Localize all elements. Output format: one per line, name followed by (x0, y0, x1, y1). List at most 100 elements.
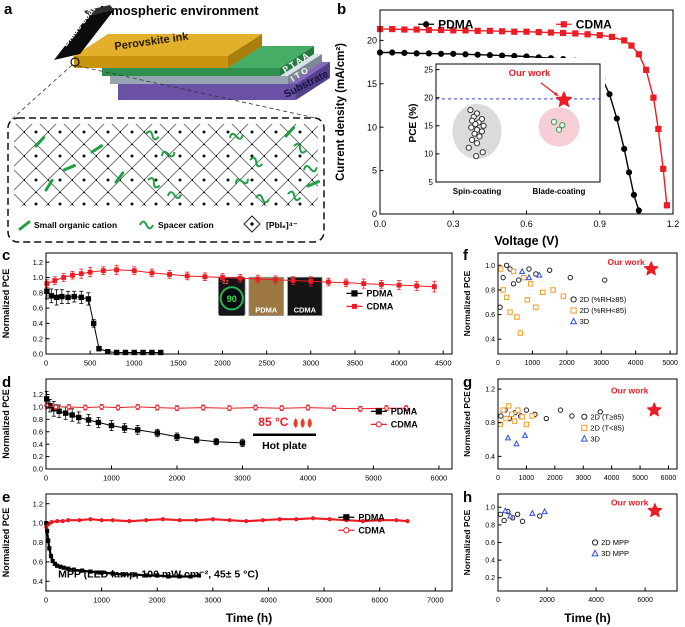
panel-h-mpp-comparison-chart: 0 2000 4000 6000 0.2 0.4 0.6 0.8 1.0 Our work 2D M… (462, 490, 685, 627)
svg-text:5000: 5000 (365, 474, 382, 483)
svg-text:2D (%RH≥85): 2D (%RH≥85) (580, 295, 627, 304)
svg-text:4000: 4000 (391, 359, 408, 368)
pbi6-octahedron-icon (243, 215, 261, 233)
svg-text:0: 0 (496, 475, 500, 482)
svg-text:1000: 1000 (93, 596, 110, 605)
svg-text:20: 20 (424, 94, 433, 103)
svg-text:0: 0 (44, 359, 48, 368)
svg-text:85 °C: 85 °C (258, 415, 288, 429)
svg-text:Normalized PCE: Normalized PCE (462, 509, 472, 575)
series-blade-coating (550, 118, 566, 133)
series-2D-T-85- (498, 407, 603, 422)
svg-text:0.4: 0.4 (33, 577, 43, 586)
panel-label-g: g (463, 374, 473, 391)
svg-text:0.6: 0.6 (520, 219, 533, 229)
svg-text:Our work: Our work (607, 257, 645, 267)
svg-text:1.0: 1.0 (33, 403, 43, 412)
svg-text:Current density (mA/cm²): Current density (mA/cm²) (335, 43, 347, 181)
svg-text:3000: 3000 (302, 359, 319, 368)
panel-label-a: a (4, 1, 13, 18)
svg-text:1.2: 1.2 (33, 390, 43, 399)
svg-text:2000: 2000 (169, 474, 186, 483)
svg-text:Normalized PCE: Normalized PCE (462, 270, 472, 336)
svg-text:1.0: 1.0 (485, 505, 495, 512)
panel-b-pce-comparison-inset: Spin-coating Blade-coating 5 10 15 20 25 Our wo… (408, 58, 605, 206)
svg-text:Spin-coating: Spin-coating (453, 187, 502, 196)
series-2D-RH-85- (498, 266, 567, 336)
svg-text:2000: 2000 (547, 475, 563, 482)
svg-text:0.6: 0.6 (33, 427, 43, 436)
svg-text:4000: 4000 (628, 360, 644, 367)
svg-text:0.2: 0.2 (33, 334, 43, 343)
panel-label-d: d (2, 374, 12, 391)
svg-text:1000: 1000 (126, 359, 143, 368)
pbi6-lattice (14, 124, 318, 206)
svg-text:1.0: 1.0 (33, 273, 43, 282)
svg-text:0.4: 0.4 (485, 454, 495, 461)
svg-text:PDMA: PDMA (438, 17, 474, 31)
series-Our-work (643, 261, 659, 276)
svg-text:Normalized PCE: Normalized PCE (462, 391, 472, 457)
pbi6-center-dot (250, 222, 254, 226)
svg-text:500: 500 (84, 359, 97, 368)
svg-text:5000: 5000 (632, 475, 648, 482)
svg-text:0.6: 0.6 (33, 558, 43, 567)
atmospheric-environment-title: Atmospheric environment (97, 3, 259, 18)
svg-text:20: 20 (367, 36, 377, 46)
svg-text:0: 0 (44, 596, 48, 605)
crystal-structure-inset: Small organic cation Spacer cation [PbI₆… (7, 117, 325, 243)
svg-text:2000: 2000 (149, 596, 166, 605)
svg-text:2D (%RH<85): 2D (%RH<85) (580, 306, 627, 315)
panel-a-schematic: Atmospheric environment Substrate I T O … (7, 0, 331, 243)
svg-text:6000: 6000 (661, 475, 677, 482)
svg-text:0.8: 0.8 (485, 420, 495, 427)
svg-text:0.0: 0.0 (33, 350, 43, 359)
svg-text:3500: 3500 (347, 359, 364, 368)
svg-text:3D MPP: 3D MPP (601, 549, 629, 558)
svg-text:3000: 3000 (575, 475, 591, 482)
svg-text:0.8: 0.8 (485, 522, 495, 529)
svg-text:Normalized PCE: Normalized PCE (1, 508, 11, 578)
svg-text:MPP (LED lamp, 100 mW cm⁻², 4: MPP (LED lamp, 100 mW cm⁻², 45± 5 °C) (58, 568, 258, 580)
svg-text:6000: 6000 (371, 596, 388, 605)
svg-text:Voltage (V): Voltage (V) (494, 234, 558, 248)
svg-text:4000: 4000 (260, 596, 277, 605)
svg-text:0.0: 0.0 (33, 465, 43, 474)
svg-text:0.4: 0.4 (33, 319, 43, 328)
svg-text:5000: 5000 (316, 596, 333, 605)
svg-text:Normalized PCE: Normalized PCE (1, 389, 11, 459)
svg-text:5: 5 (372, 166, 377, 176)
svg-text:0: 0 (496, 597, 500, 604)
svg-text:0.6: 0.6 (485, 540, 495, 547)
svg-text:1.0: 1.0 (485, 263, 495, 270)
svg-text:2000: 2000 (559, 360, 575, 367)
panel-d-thermal-stability-chart: 0 1000 2000 3000 4000 5000 6000 0.0 0.2 0.4 0.6 0.8… (0, 375, 462, 490)
svg-text:0.9: 0.9 (593, 219, 606, 229)
perovskite-ink-layer: Perovskite ink (74, 31, 262, 68)
series-Our-work (646, 402, 662, 417)
svg-text:1.2: 1.2 (33, 499, 43, 508)
svg-text:4000: 4000 (604, 475, 620, 482)
svg-text:PDMA: PDMA (366, 289, 393, 299)
series-CDMA (44, 402, 409, 412)
series-spin-coating (465, 106, 487, 160)
svg-text:15: 15 (367, 79, 377, 89)
spacer-cation-legend-label: Spacer cation (158, 220, 214, 230)
svg-text:CDMA: CDMA (576, 17, 612, 31)
svg-text:2D (T<85): 2D (T<85) (590, 423, 624, 432)
svg-text:4000: 4000 (300, 474, 317, 483)
svg-text:6000: 6000 (431, 474, 448, 483)
svg-text:1000: 1000 (525, 360, 541, 367)
svg-text:2500: 2500 (258, 359, 275, 368)
svg-text:Hot plate: Hot plate (262, 440, 307, 452)
svg-text:Our work: Our work (509, 68, 551, 79)
svg-text:0.8: 0.8 (485, 287, 495, 294)
panel-label-c: c (2, 247, 11, 264)
small-cation-legend-label: Small organic cation (34, 220, 117, 230)
svg-text:2D MPP: 2D MPP (601, 538, 629, 547)
panel-f-humidity-comparison-chart: 0 1000 2000 3000 4000 5000 0.4 0.6 0.8 1.0 Our wor… (462, 248, 685, 375)
svg-text:3000: 3000 (234, 474, 251, 483)
series-3D (504, 431, 529, 447)
series-PDMA (44, 283, 164, 356)
